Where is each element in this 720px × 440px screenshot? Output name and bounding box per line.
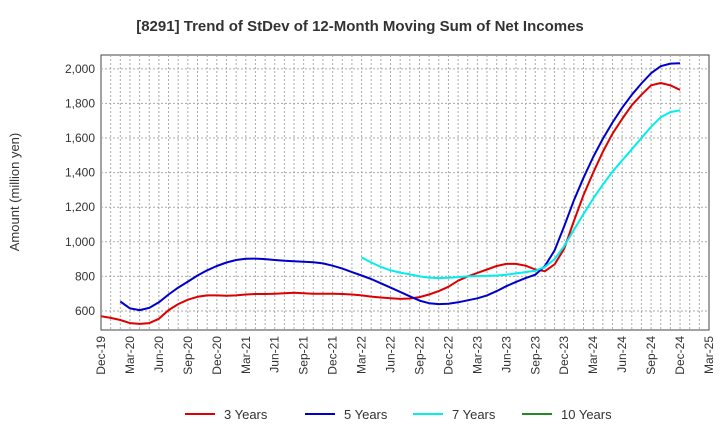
gridlines [101, 55, 709, 330]
x-tick-label: Jun-23 [499, 336, 513, 373]
series-line-7-years [361, 109, 681, 280]
x-tick-label: Dec-22 [441, 336, 455, 375]
x-tick-label: Dec-24 [673, 336, 687, 375]
series-line-3-years [100, 82, 681, 325]
x-tick-label: Sep-24 [644, 336, 658, 375]
legend-label: 10 Years [561, 407, 612, 422]
x-tick-label: Mar-24 [586, 336, 600, 374]
x-tick-label: Mar-21 [239, 336, 253, 374]
legend-label: 7 Years [452, 407, 496, 422]
plot-area [100, 54, 710, 331]
series-lines [100, 62, 681, 325]
x-tick-label: Jun-24 [615, 336, 629, 373]
chart-title: [8291] Trend of StDev of 12-Month Moving… [136, 18, 584, 35]
x-tick-label: Dec-20 [210, 336, 224, 375]
x-tick-label: Mar-22 [355, 336, 369, 374]
y-tick-label: 1,400 [65, 166, 95, 180]
x-tick-label: Mar-23 [470, 336, 484, 374]
x-tick-label: Sep-21 [297, 336, 311, 375]
legend-label: 5 Years [344, 407, 388, 422]
y-tick-label: 2,000 [65, 62, 95, 76]
y-axis: 600 800 1,000 1,200 1,400 1,600 1,800 2,000 [65, 62, 95, 318]
x-tick-label: Mar-20 [123, 336, 137, 374]
y-axis-label: Amount (million yen) [7, 133, 22, 252]
y-tick-label: 1,000 [65, 235, 95, 249]
x-tick-label: Sep-23 [528, 336, 542, 375]
series-line-5-years [119, 62, 681, 312]
x-axis: Dec-19 Mar-20 Jun-20 Sep-20 Dec-20 Mar-21 Jun-… [94, 336, 716, 375]
x-tick-label: Sep-22 [412, 336, 426, 375]
x-tick-label: Mar-25 [702, 336, 716, 374]
x-tick-label: Jun-20 [152, 336, 166, 373]
y-tick-label: 600 [75, 304, 95, 318]
legend-label: 3 Years [224, 407, 268, 422]
legend: 3 Years 5 Years 7 Years 10 Years [185, 407, 612, 422]
y-tick-label: 1,600 [65, 131, 95, 145]
x-tick-label: Dec-21 [326, 336, 340, 375]
x-tick-label: Dec-23 [557, 336, 571, 375]
y-tick-label: 1,200 [65, 200, 95, 214]
x-tick-label: Dec-19 [94, 336, 108, 375]
y-tick-label: 800 [75, 269, 95, 283]
x-tick-label: Jun-21 [268, 336, 282, 373]
x-tick-label: Sep-20 [181, 336, 195, 375]
x-tick-label: Jun-22 [384, 336, 398, 373]
y-tick-label: 1,800 [65, 96, 95, 110]
